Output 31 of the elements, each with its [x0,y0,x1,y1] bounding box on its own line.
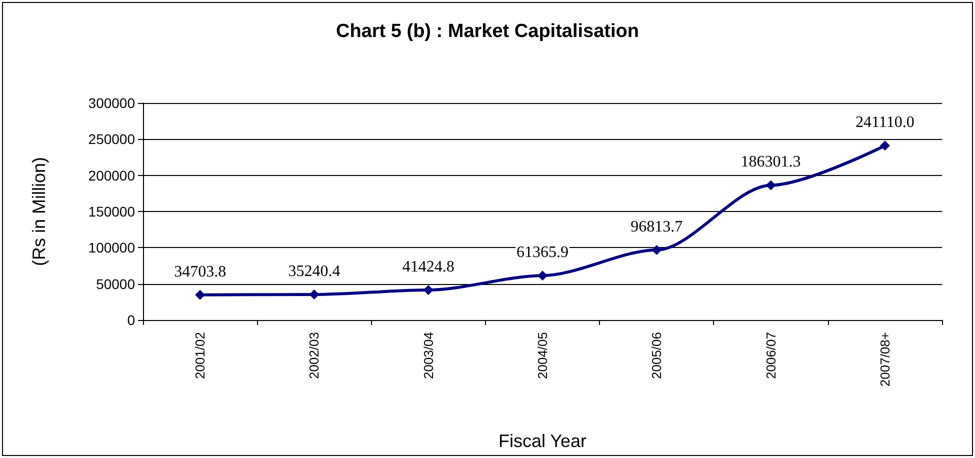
y-tick-label: 250000 [88,131,136,148]
y-tick-label: 200000 [88,167,136,184]
x-tick-label: 2003/04 [420,332,436,379]
point [423,285,434,296]
x-tick-label: 2002/03 [306,332,322,379]
point [880,140,890,151]
y-axis-title: (Rs in Million) [29,156,49,266]
y-tick-label: 150000 [88,204,136,220]
point [309,290,320,300]
x-axis-title: Fiscal Year [498,431,587,451]
x-tick-label: 2007/08+ [877,332,892,387]
data-label: 34703.8 [174,263,226,280]
y-tick-label: 100000 [88,240,136,256]
data-label: 96813.7 [630,218,683,236]
point [195,290,206,300]
x-tick-label: 2004/05 [535,332,550,379]
point [652,244,662,255]
y-tick-label: 50000 [96,276,136,292]
data-label: 186301.3 [740,154,801,171]
data-label: 35240.4 [288,263,340,280]
chart-title: Chart 5 (b) : Market Capitalisation [336,21,639,42]
point [766,180,776,190]
y-tick-label: 300000 [88,95,136,111]
y-tick-label: 0 [127,312,136,328]
data-label: 61365.9 [516,244,568,262]
x-tick-label: 2006/07 [763,332,778,379]
data-label: 41424.8 [402,258,454,276]
x-tick-label: 2005/06 [649,332,664,379]
point [538,270,548,281]
data-label: 241110.0 [856,114,914,132]
x-tick-label: 2001/02 [192,332,208,379]
